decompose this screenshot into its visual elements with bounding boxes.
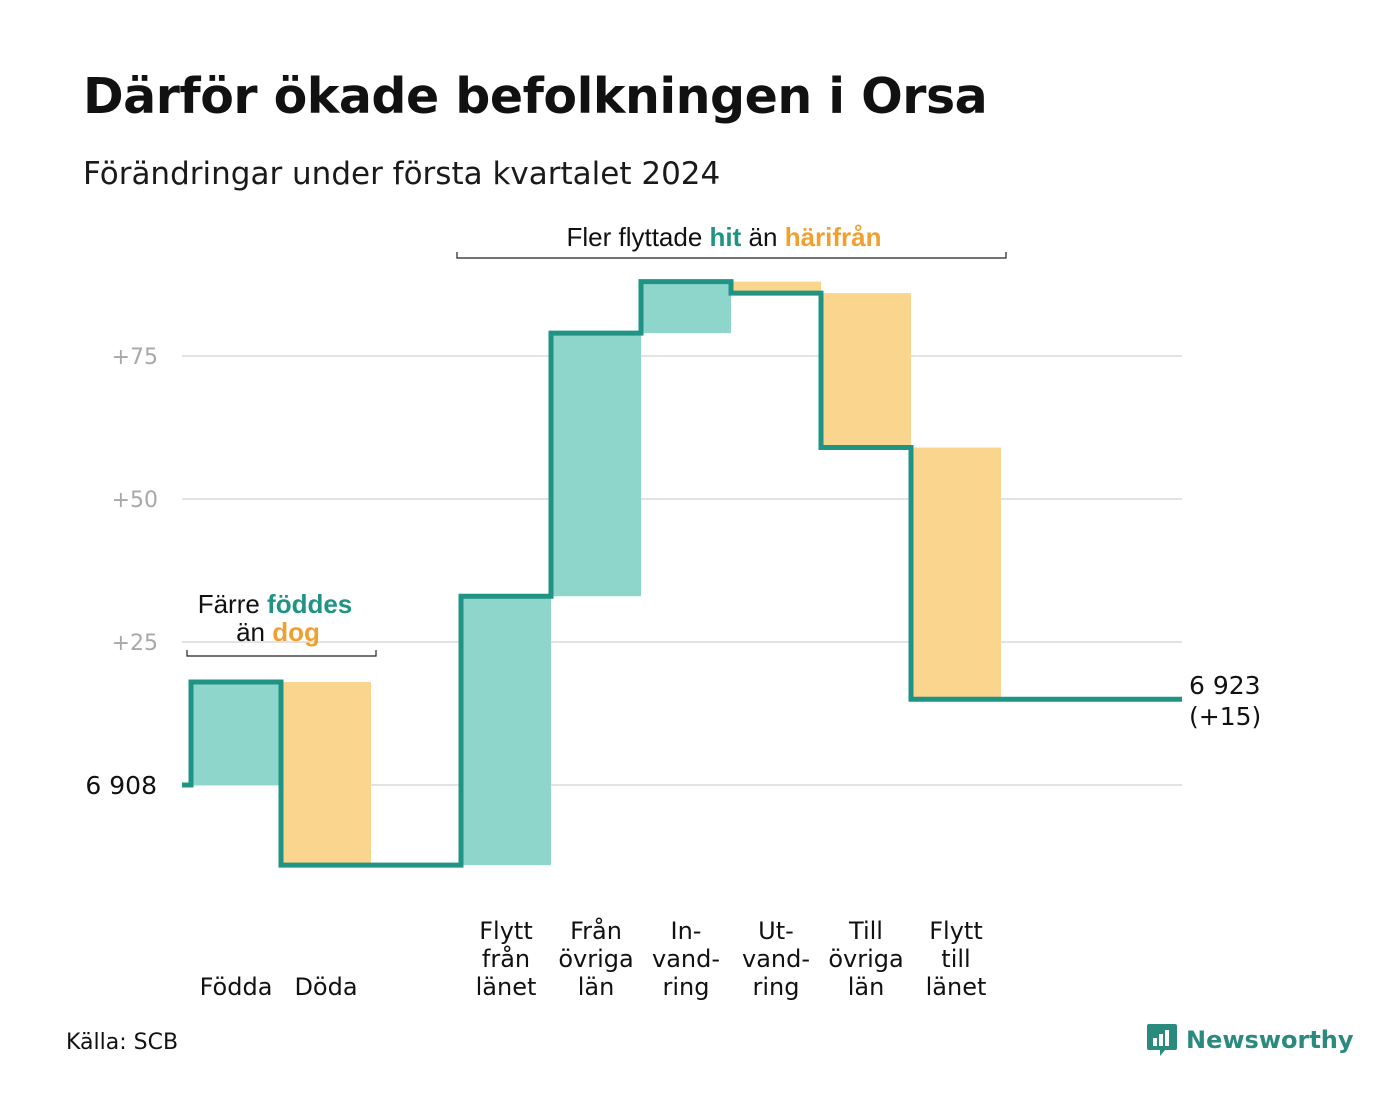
baseline-value-label: 6 908 [85,771,157,800]
category-label: Födda [200,973,273,1001]
category-label: län [848,973,885,1001]
end-change-label: (+15) [1189,702,1261,731]
increase-bar [551,333,641,597]
category-label: ring [753,973,800,1001]
annotation-bracket-left [186,650,377,657]
cumulative-step-line [182,279,1182,868]
y-tick-label: +25 [112,631,158,656]
annotation-top: Fler flyttade hit än härifrån [566,222,881,252]
brand-name: Newsworthy [1186,1026,1354,1054]
category-label: In- [671,917,702,945]
category-label: till [941,945,970,973]
category-label: län [578,973,615,1001]
decrease-bar [911,447,1001,700]
category-label: övriga [828,945,903,973]
category-label: Ut- [758,917,794,945]
increase-bar [641,281,731,334]
annotation-left-line1: Färre föddes [198,589,353,619]
increase-bar [191,682,281,785]
category-label: vand- [652,945,720,973]
category-label: länet [476,973,537,1001]
chart-title: Därför ökade befolkningen i Orsa [83,68,988,125]
category-label: Till [848,917,883,945]
increase-bar [461,596,551,866]
source-label: Källa: SCB [66,1030,179,1055]
category-label: övriga [558,945,633,973]
decrease-bar [281,682,371,866]
annotation-left-line2: än dog [236,617,320,647]
category-label: Flytt [929,917,983,945]
category-label: från [482,944,530,973]
y-tick-label: +75 [112,345,158,370]
decrease-bar [821,293,911,448]
category-label: länet [926,973,987,1001]
newsworthy-logo-icon [1147,1024,1177,1056]
category-label: Döda [294,973,357,1001]
category-label: ring [663,973,710,1001]
newsworthy-logo: Newsworthy [1146,1022,1354,1058]
decrease-bar [731,281,821,294]
chart-subtitle: Förändringar under första kvartalet 2024 [83,156,721,192]
category-label: Från [570,916,622,945]
category-label: vand- [742,945,810,973]
y-tick-label: +50 [112,488,158,513]
annotation-bracket-top [456,252,1007,259]
end-value-label: 6 923 [1189,671,1261,700]
category-label: Flytt [479,917,533,945]
